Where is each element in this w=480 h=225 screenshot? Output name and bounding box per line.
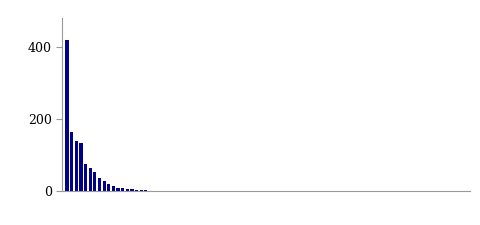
Bar <box>135 190 138 191</box>
Bar <box>117 188 120 191</box>
Bar <box>121 188 124 191</box>
Bar <box>112 186 115 191</box>
Bar <box>107 184 110 191</box>
Bar <box>98 178 101 191</box>
Bar <box>103 181 106 191</box>
Bar <box>144 190 147 191</box>
Bar <box>84 164 87 191</box>
Bar <box>70 132 73 191</box>
Bar <box>131 189 133 191</box>
Bar <box>126 189 129 191</box>
Bar <box>75 141 78 191</box>
Bar <box>140 190 143 191</box>
Bar <box>79 142 83 191</box>
Bar <box>93 173 96 191</box>
Bar <box>65 40 69 191</box>
Bar <box>89 168 92 191</box>
